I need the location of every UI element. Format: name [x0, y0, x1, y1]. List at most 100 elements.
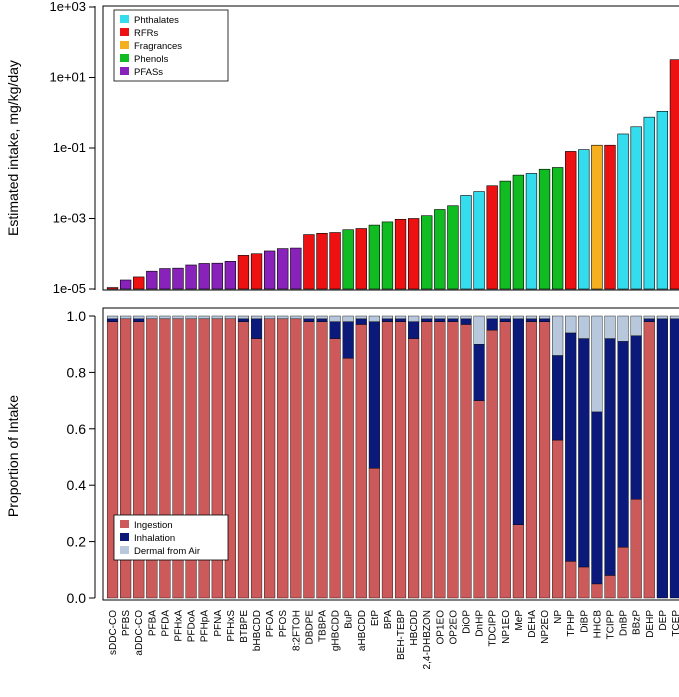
- proportion-bar-dermal-from-air-TCEP: [669, 315, 679, 320]
- intake-bar-NP1EO: [499, 180, 511, 290]
- intake-bar-aHBCDD: [355, 228, 367, 290]
- proportion-y-tick-label: 0.0: [67, 590, 87, 606]
- proportion-bar-ingestion-2,4-DHBZON: [421, 321, 433, 599]
- x-tick-label-PFHxS: PFHxS: [226, 610, 237, 642]
- intake-bar-PFDA: [159, 268, 171, 290]
- proportion-bar-inhalation-sDDC-CO: [106, 318, 119, 322]
- proportion-y-axis-label: Proportion of Intake: [5, 395, 21, 517]
- proportion-bar-ingestion-DEHA: [525, 321, 538, 599]
- proportion-bar-ingestion-8:2FTOH: [290, 318, 302, 599]
- intake-y-tick-label: 1e-05: [53, 281, 86, 296]
- x-tick-label-BTBPE: BTBPE: [239, 610, 250, 643]
- intake-legend-swatch: [120, 15, 129, 23]
- proportion-legend-label: Inhalation: [134, 533, 175, 544]
- proportion-bar-ingestion-PFOS: [277, 318, 289, 599]
- x-tick-label-DiOP: DiOP: [462, 610, 473, 634]
- proportion-bar-ingestion-TCIPP: [604, 575, 616, 599]
- proportion-legend: Ingestion Inhalation Dermal from Air: [113, 514, 229, 561]
- intake-legend-swatch: [120, 67, 129, 75]
- intake-bar-TBBPA: [316, 233, 328, 290]
- proportion-bar-inhalation-BTBPE: [237, 318, 250, 322]
- proportion-bar-dermal-from-air-HHCB: [591, 315, 603, 413]
- proportion-bar-ingestion-NP2EO: [538, 321, 551, 599]
- proportion-bar-dermal-from-air-DiBP: [578, 315, 590, 339]
- x-tick-label-sDDC-CO: sDDC-CO: [108, 610, 119, 655]
- proportion-bar-ingestion-DnBP: [617, 547, 629, 599]
- proportion-bar-dermal-from-air-NP: [552, 315, 564, 356]
- proportion-bar-dermal-from-air-sDDC-CO: [106, 315, 119, 320]
- x-tick-label-BBzP: BBzP: [632, 610, 643, 635]
- intake-legend-label: Phenols: [134, 54, 169, 65]
- proportion-bar-ingestion-DnHP: [473, 400, 485, 599]
- proportion-legend-swatch: [120, 533, 129, 541]
- x-tick-label-DEP: DEP: [658, 610, 669, 631]
- proportion-bar-ingestion-aHBCDD: [355, 324, 367, 599]
- intake-legend-box: [113, 9, 229, 82]
- proportion-bar-inhalation-HHCB: [591, 411, 603, 585]
- proportion-bar-inhalation-bHBCDD: [250, 318, 263, 339]
- proportion-bar-inhalation-BuP: [342, 321, 354, 359]
- proportion-bar-dermal-from-air-OP1EO: [434, 315, 446, 320]
- proportion-legend-box: [113, 514, 229, 561]
- intake-bar-BBzP: [630, 126, 642, 290]
- proportion-legend-swatch: [120, 520, 129, 528]
- intake-bar-TDCIPP: [486, 185, 498, 290]
- proportion-bar-dermal-from-air-aHBCDD: [355, 315, 367, 320]
- intake-legend-label: Phthalates: [134, 15, 179, 26]
- proportion-bar-ingestion-MeP: [512, 524, 524, 599]
- proportion-bar-dermal-from-air-PFBA: [146, 315, 158, 320]
- proportion-bar-inhalation-DnHP: [473, 344, 485, 401]
- proportion-plot-frame: [102, 307, 679, 601]
- proportion-bar-dermal-from-air-BuP: [342, 315, 354, 322]
- x-tick-label-TCIPP: TCIPP: [606, 610, 617, 640]
- intake-bar-DBDPE: [303, 234, 315, 290]
- proportion-y-tick-label: 1.0: [67, 308, 87, 324]
- proportion-bar-inhalation-DiOP: [460, 318, 472, 325]
- intake-bar-BPA: [381, 221, 394, 290]
- intake-bar-DnBP: [617, 133, 629, 290]
- proportion-y-tick-label: 0.8: [67, 364, 87, 380]
- proportion-bar-dermal-from-air-OP2EO: [447, 315, 459, 320]
- x-tick-label-NP: NP: [553, 610, 564, 624]
- proportion-bar-inhalation-aDDC-CO: [133, 318, 145, 322]
- intake-bar-BTBPE: [237, 255, 250, 290]
- proportion-bar-inhalation-OP2EO: [447, 318, 459, 322]
- proportion-bar-dermal-from-air-DBDPE: [303, 315, 315, 320]
- x-tick-label-PFOA: PFOA: [265, 610, 276, 638]
- proportion-bar-dermal-from-air-DEHP: [643, 315, 655, 320]
- proportion-bar-dermal-from-air-PFHxS: [224, 315, 236, 320]
- intake-bar-TPHP: [565, 151, 577, 290]
- proportion-bar-ingestion-BuP: [342, 358, 354, 599]
- proportion-bar-inhalation-DBDPE: [303, 318, 315, 322]
- proportion-chart: Proportion of Intake 0.00.20.40.60.81.0 …: [5, 307, 679, 606]
- x-tick-label-DEHA: DEHA: [527, 610, 538, 638]
- intake-bar-sDDC-CO: [106, 287, 119, 290]
- intake-bar-DnHP: [473, 191, 485, 290]
- intake-bar-PFHxS: [224, 261, 237, 290]
- proportion-bar-inhalation-NP1EO: [499, 318, 511, 322]
- x-tick-label-TDCIPP: TDCIPP: [488, 610, 499, 647]
- intake-bar-PFBA: [146, 270, 158, 290]
- intake-legend-swatch: [120, 41, 129, 49]
- proportion-bar-dermal-from-air-TBBPA: [316, 315, 328, 320]
- intake-bar-BEH-TEBP: [394, 218, 407, 290]
- proportion-bar-inhalation-2,4-DHBZON: [421, 318, 433, 322]
- x-tick-label-PFDA: PFDA: [160, 610, 171, 637]
- proportion-bar-dermal-from-air-TCIPP: [604, 315, 616, 339]
- intake-bar-OP1EO: [434, 209, 446, 290]
- intake-y-tick-label: 1e+01: [49, 70, 86, 85]
- intake-bar-MeP: [512, 174, 525, 290]
- intake-bar-TCEP: [669, 59, 679, 290]
- x-tick-label-aHBCDD: aHBCDD: [357, 610, 368, 651]
- x-tick-label-OP1EO: OP1EO: [435, 610, 446, 645]
- intake-legend: Phthalates RFRs Fragrances Phenols PFASs: [113, 9, 229, 82]
- intake-bar-8:2FTOH: [290, 247, 302, 290]
- proportion-y-tick-label: 0.4: [67, 477, 87, 493]
- proportion-legend-label: Ingestion: [134, 520, 173, 531]
- proportion-bar-dermal-from-air-DEP: [656, 315, 668, 320]
- proportion-bar-dermal-from-air-PFHxA: [172, 315, 184, 320]
- intake-bar-DEHA: [525, 173, 538, 290]
- proportion-bar-inhalation-HBCDD: [408, 321, 420, 339]
- x-tick-label-8:2FTOH: 8:2FTOH: [291, 610, 302, 651]
